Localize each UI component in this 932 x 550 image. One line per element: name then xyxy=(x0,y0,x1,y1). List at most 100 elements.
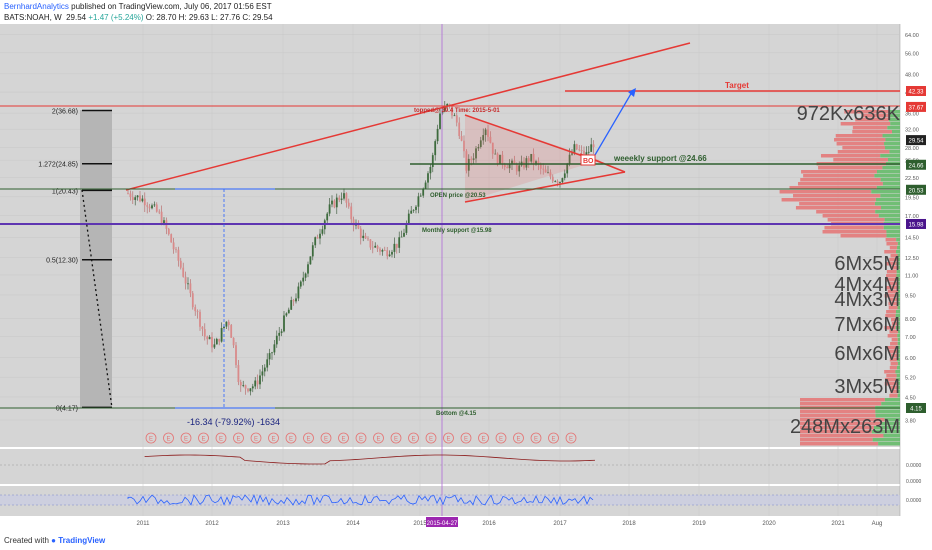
svg-text:E: E xyxy=(271,437,275,443)
earnings-marker-9[interactable]: E xyxy=(303,432,314,444)
footer: Created with ● TradingView xyxy=(4,536,105,545)
indicator-pane-1[interactable] xyxy=(0,449,900,484)
svg-text:29.54: 29.54 xyxy=(908,139,924,145)
symbol-label: BATS:NOAH, W xyxy=(4,13,62,22)
price-tag-1: 37.67 xyxy=(906,101,926,112)
earnings-marker-2[interactable]: E xyxy=(180,432,192,444)
target-label: Target xyxy=(725,81,749,90)
time-tick-4: 2015 xyxy=(413,521,427,527)
author-link[interactable]: BernhardAnalytics xyxy=(4,2,69,11)
price-tick-1: 56.00 xyxy=(905,51,919,57)
open-price-label: OPEN price @20.53 xyxy=(430,193,486,199)
volume-profile-label-2: 4Mx4M xyxy=(834,274,900,296)
price-tick-8: 22.50 xyxy=(905,176,919,182)
price-tick-6: 28.00 xyxy=(905,146,919,152)
earnings-marker-5[interactable]: E xyxy=(233,432,244,444)
time-tick-11: Aug xyxy=(872,521,883,527)
earnings-marker-19[interactable]: E xyxy=(478,432,489,444)
earnings-marker-18[interactable]: E xyxy=(460,432,472,444)
earnings-marker-6[interactable]: E xyxy=(250,432,262,444)
time-tick-10: 2021 xyxy=(831,521,845,527)
svg-text:E: E xyxy=(166,437,170,443)
svg-text:E: E xyxy=(149,437,153,443)
earnings-marker-15[interactable]: E xyxy=(408,432,419,444)
main-pane[interactable] xyxy=(0,24,900,447)
fib-levels: 2(36.68) 1.272(24.85) 1(20.43) 0.5(12.30) 0(… xyxy=(38,109,112,412)
price-tag-6: 4.15 xyxy=(906,403,926,413)
earnings-marker-17[interactable]: E xyxy=(443,432,454,444)
weekly-support-label: weeekly support @24.66 xyxy=(613,154,707,163)
volume-profile-label-4: 7Mx6M xyxy=(834,314,900,336)
earnings-marker-14[interactable]: E xyxy=(390,432,402,444)
price-tick-15: 8.00 xyxy=(905,317,916,323)
breakout-arrow xyxy=(594,91,633,156)
time-tick-0: 2011 xyxy=(137,521,151,527)
earnings-marker-8[interactable]: E xyxy=(285,432,297,444)
time-axis[interactable] xyxy=(0,516,932,530)
time-tick-8: 2019 xyxy=(692,521,706,527)
svg-text:E: E xyxy=(411,437,415,443)
high-value: H: 29.63 xyxy=(178,13,209,22)
earnings-marker-10[interactable]: E xyxy=(320,432,332,444)
tradingview-logo-icon: ● xyxy=(51,536,56,545)
earnings-marker-20[interactable]: E xyxy=(495,432,507,444)
svg-text:E: E xyxy=(254,437,258,443)
time-tick-9: 2020 xyxy=(762,521,776,527)
earnings-marker-21[interactable]: E xyxy=(513,432,524,444)
price-tag-2: 29.54 xyxy=(906,135,926,146)
svg-text:E: E xyxy=(236,437,240,443)
volume-profile-label-6: 3Mx5M xyxy=(834,376,900,398)
time-tick-7: 2018 xyxy=(622,521,636,527)
price-tick-5: 32.00 xyxy=(905,128,919,134)
open-value: O: 28.70 xyxy=(145,13,177,22)
price-tick-4: 36.00 xyxy=(905,112,919,118)
svg-text:E: E xyxy=(464,437,468,443)
fib-label-3: 0.5(12.30) xyxy=(46,258,78,265)
earnings-marker-4[interactable]: E xyxy=(215,432,227,444)
candles xyxy=(127,100,595,396)
earnings-marker-12[interactable]: E xyxy=(355,432,367,444)
earnings-marker-1[interactable]: E xyxy=(163,432,174,444)
svg-text:E: E xyxy=(306,437,310,443)
last-price: 29.54 xyxy=(66,13,87,22)
svg-text:2015-04-27: 2015-04-27 xyxy=(427,521,458,527)
svg-text:E: E xyxy=(534,437,538,443)
change-value: +1.47 (+5.24%) xyxy=(88,13,144,22)
drawings xyxy=(0,24,900,516)
low-value: L: 27.76 xyxy=(211,13,241,22)
price-axis-ticks: 64.0056.0048.0042.0036.0032.0028.0025.50… xyxy=(905,33,919,424)
time-tick-3: 2014 xyxy=(346,521,360,527)
price-axis[interactable] xyxy=(900,24,932,516)
svg-text:4.15: 4.15 xyxy=(910,407,922,413)
earnings-marker-0[interactable]: E xyxy=(145,432,157,444)
earnings-marker-11[interactable]: E xyxy=(338,432,349,444)
bo-label: BO xyxy=(583,158,594,165)
price-tick-20: 3.80 xyxy=(905,419,916,425)
volume-profile-label-1: 6Mx5M xyxy=(834,253,900,275)
earnings-marker-16[interactable]: E xyxy=(425,432,437,444)
tradingview-link[interactable]: TradingView xyxy=(58,536,106,545)
price-tag-3: 24.66 xyxy=(906,159,926,170)
triangle-pattern xyxy=(465,115,600,202)
earnings-marker-23[interactable]: E xyxy=(548,432,559,444)
svg-text:E: E xyxy=(376,437,380,443)
price-tick-11: 14.50 xyxy=(905,236,919,242)
volume-profile-label-0: 972Kx636K xyxy=(797,103,901,125)
price-tick-19: 4.50 xyxy=(905,395,916,401)
earnings-marker-13[interactable]: E xyxy=(373,432,384,444)
fib-label-0: 2(36.68) xyxy=(52,109,78,116)
volume-profile xyxy=(779,110,900,446)
osc2-tick-0: 0.0000 xyxy=(906,479,922,485)
svg-text:20.53: 20.53 xyxy=(908,188,924,194)
svg-text:E: E xyxy=(569,437,573,443)
earnings-marker-22[interactable]: E xyxy=(530,432,542,444)
svg-text:E: E xyxy=(219,437,223,443)
svg-text:37.67: 37.67 xyxy=(908,105,924,111)
created-with-text: Created with xyxy=(4,536,49,545)
earnings-marker-24[interactable]: E xyxy=(565,432,577,444)
earnings-marker-7[interactable]: E xyxy=(268,432,279,444)
earnings-marker-3[interactable]: E xyxy=(198,432,209,444)
price-tag-0: 42.33 xyxy=(906,86,926,96)
